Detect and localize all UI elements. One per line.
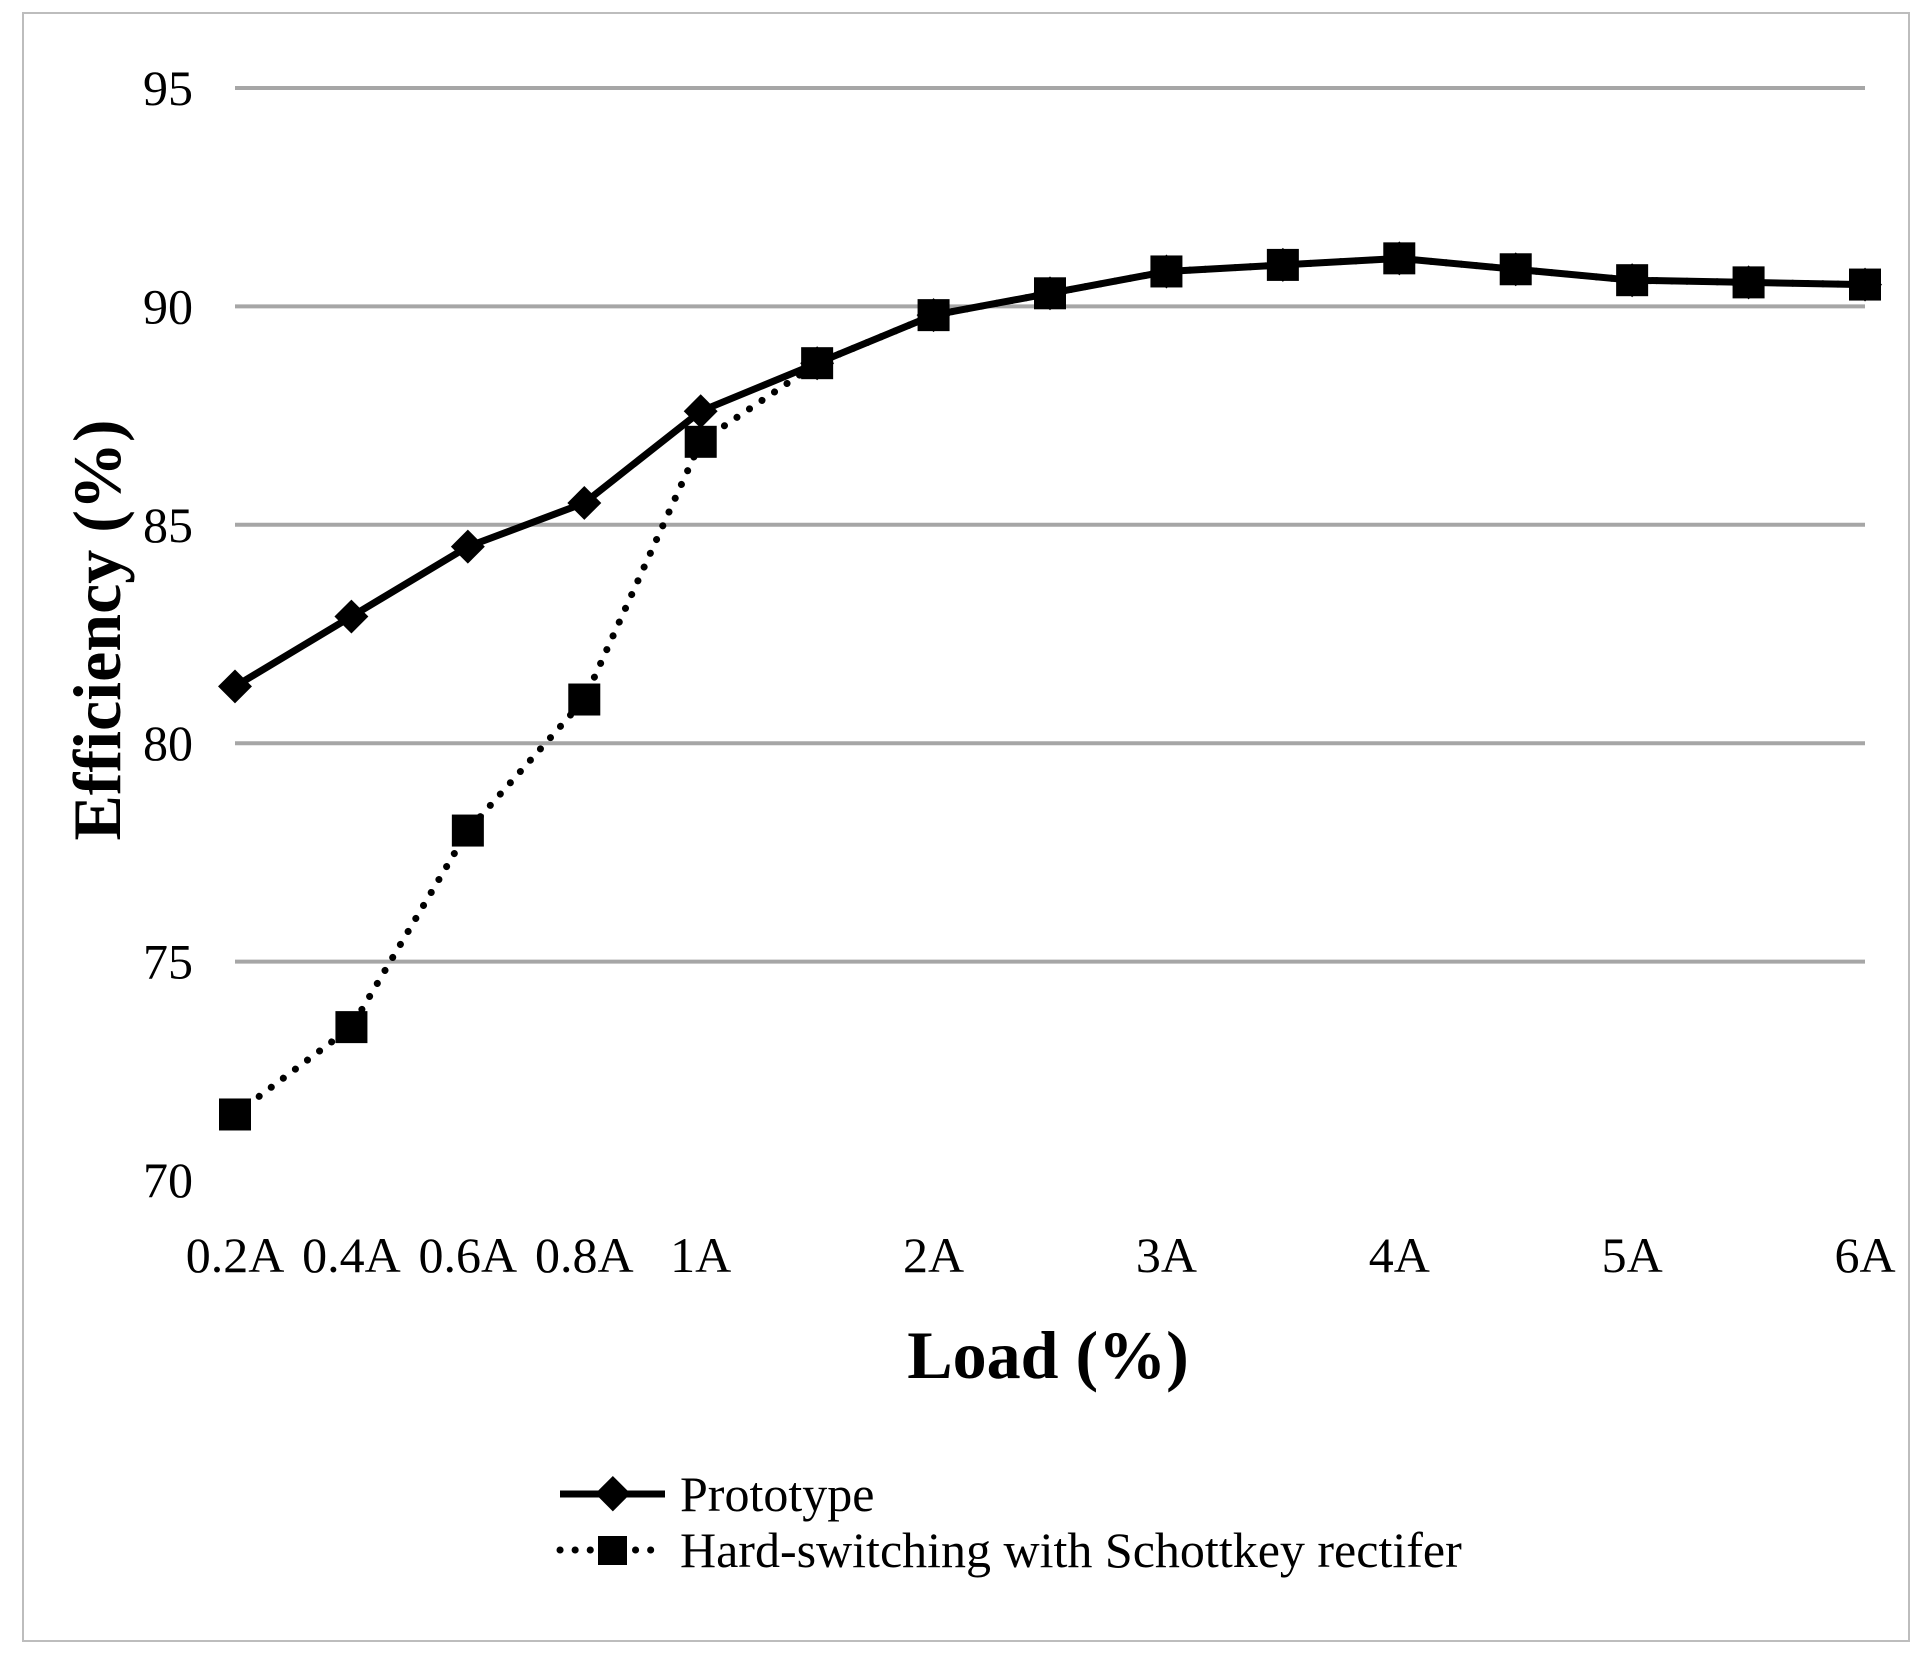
x-tick-label: 3A (1136, 1227, 1197, 1283)
legend-item-prototype: Prototype (560, 1466, 874, 1522)
data-point-hard-switching (451, 814, 484, 847)
data-point-hard-switching (568, 683, 601, 716)
legend-diamond-marker (595, 1475, 631, 1512)
legend-item-hard-switching: Hard-switching with Schottkey rectifer (556, 1522, 1462, 1578)
data-point-prototype (334, 599, 369, 634)
data-point-prototype (1731, 265, 1766, 300)
x-tick-label: 1A (670, 1227, 731, 1283)
y-tick-label: 95 (143, 60, 193, 116)
data-point-prototype (683, 394, 718, 429)
x-tick-label: 6A (1834, 1227, 1895, 1283)
y-tick-label: 70 (143, 1152, 193, 1208)
y-tick-label: 80 (143, 715, 193, 771)
y-tick-label: 85 (143, 497, 193, 553)
y-axis-ticks: 70 75 80 85 90 95 (143, 60, 193, 1208)
x-tick-label: 0.2A (186, 1227, 285, 1283)
legend-label-prototype: Prototype (680, 1466, 874, 1522)
chart-frame (22, 12, 1910, 1642)
x-tick-label: 0.8A (535, 1227, 634, 1283)
x-tick-label: 0.6A (419, 1227, 518, 1283)
data-point-prototype (1149, 254, 1184, 289)
x-tick-label: 0.4A (302, 1227, 401, 1283)
x-tick-label: 4A (1369, 1227, 1430, 1283)
series-lines (231, 254, 1869, 1118)
legend-label-hard-switching: Hard-switching with Schottkey rectifer (680, 1522, 1462, 1578)
data-point-prototype (218, 669, 252, 704)
data-point-prototype (1265, 247, 1300, 282)
data-point-prototype (450, 529, 485, 564)
x-tick-label: 5A (1602, 1227, 1663, 1283)
gridlines (235, 86, 1865, 964)
x-tick-label: 2A (903, 1227, 964, 1283)
y-tick-label: 90 (143, 278, 193, 334)
x-axis-title: Load (%) (907, 1317, 1188, 1393)
data-point-hard-switching (219, 1098, 251, 1131)
series-line-hard-switching (231, 254, 1869, 1118)
data-point-hard-switching (684, 425, 717, 458)
legend: Prototype Hard-switching with Schottkey … (556, 1466, 1462, 1578)
y-axis-title: Efficiency (%) (59, 419, 135, 840)
y-tick-label: 75 (143, 934, 193, 990)
legend-square-marker (598, 1536, 627, 1565)
series-line-prototype (233, 254, 1866, 690)
series-markers (218, 241, 1882, 1131)
x-axis-ticks: 0.2A 0.4A 0.6A 0.8A 1A 2A 3A 4A 5A 6A (186, 1227, 1896, 1283)
data-point-hard-switching (335, 1011, 368, 1044)
